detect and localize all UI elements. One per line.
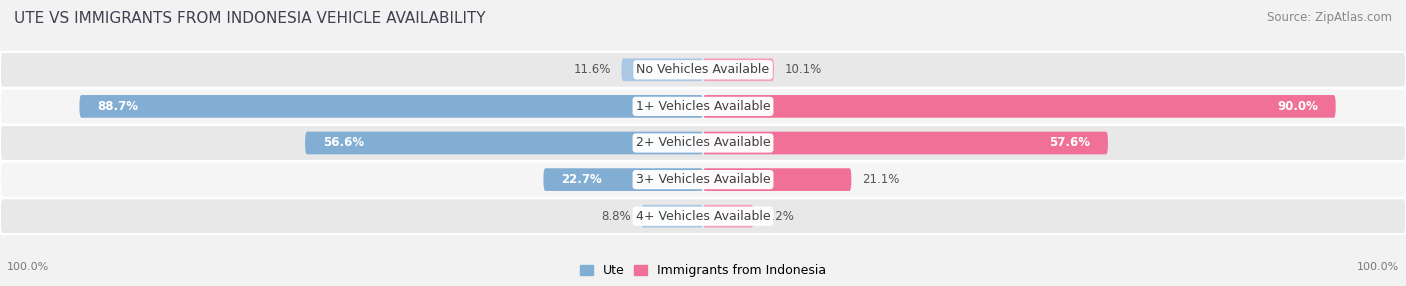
Text: 90.0%: 90.0% [1277,100,1319,113]
FancyBboxPatch shape [543,168,703,191]
FancyBboxPatch shape [703,168,852,191]
Text: 4+ Vehicles Available: 4+ Vehicles Available [636,210,770,223]
FancyBboxPatch shape [0,125,1406,161]
Text: 10.1%: 10.1% [785,63,821,76]
FancyBboxPatch shape [0,52,1406,88]
Text: UTE VS IMMIGRANTS FROM INDONESIA VEHICLE AVAILABILITY: UTE VS IMMIGRANTS FROM INDONESIA VEHICLE… [14,11,485,26]
Text: 56.6%: 56.6% [322,136,364,150]
Text: 7.2%: 7.2% [765,210,794,223]
Text: 3+ Vehicles Available: 3+ Vehicles Available [636,173,770,186]
Text: 100.0%: 100.0% [7,262,49,272]
Text: 88.7%: 88.7% [97,100,138,113]
FancyBboxPatch shape [305,132,703,154]
FancyBboxPatch shape [703,95,1336,118]
FancyBboxPatch shape [0,88,1406,124]
FancyBboxPatch shape [621,58,703,81]
FancyBboxPatch shape [703,205,754,228]
Legend: Ute, Immigrants from Indonesia: Ute, Immigrants from Indonesia [578,262,828,280]
Text: 22.7%: 22.7% [561,173,602,186]
FancyBboxPatch shape [0,198,1406,234]
Text: 1+ Vehicles Available: 1+ Vehicles Available [636,100,770,113]
Text: 2+ Vehicles Available: 2+ Vehicles Available [636,136,770,150]
FancyBboxPatch shape [703,132,1108,154]
FancyBboxPatch shape [79,95,703,118]
Text: 21.1%: 21.1% [862,173,900,186]
FancyBboxPatch shape [703,58,775,81]
Text: 57.6%: 57.6% [1049,136,1091,150]
Text: 11.6%: 11.6% [574,63,612,76]
FancyBboxPatch shape [641,205,703,228]
Text: Source: ZipAtlas.com: Source: ZipAtlas.com [1267,11,1392,24]
Text: No Vehicles Available: No Vehicles Available [637,63,769,76]
Text: 100.0%: 100.0% [1357,262,1399,272]
Text: 8.8%: 8.8% [600,210,630,223]
FancyBboxPatch shape [0,162,1406,198]
